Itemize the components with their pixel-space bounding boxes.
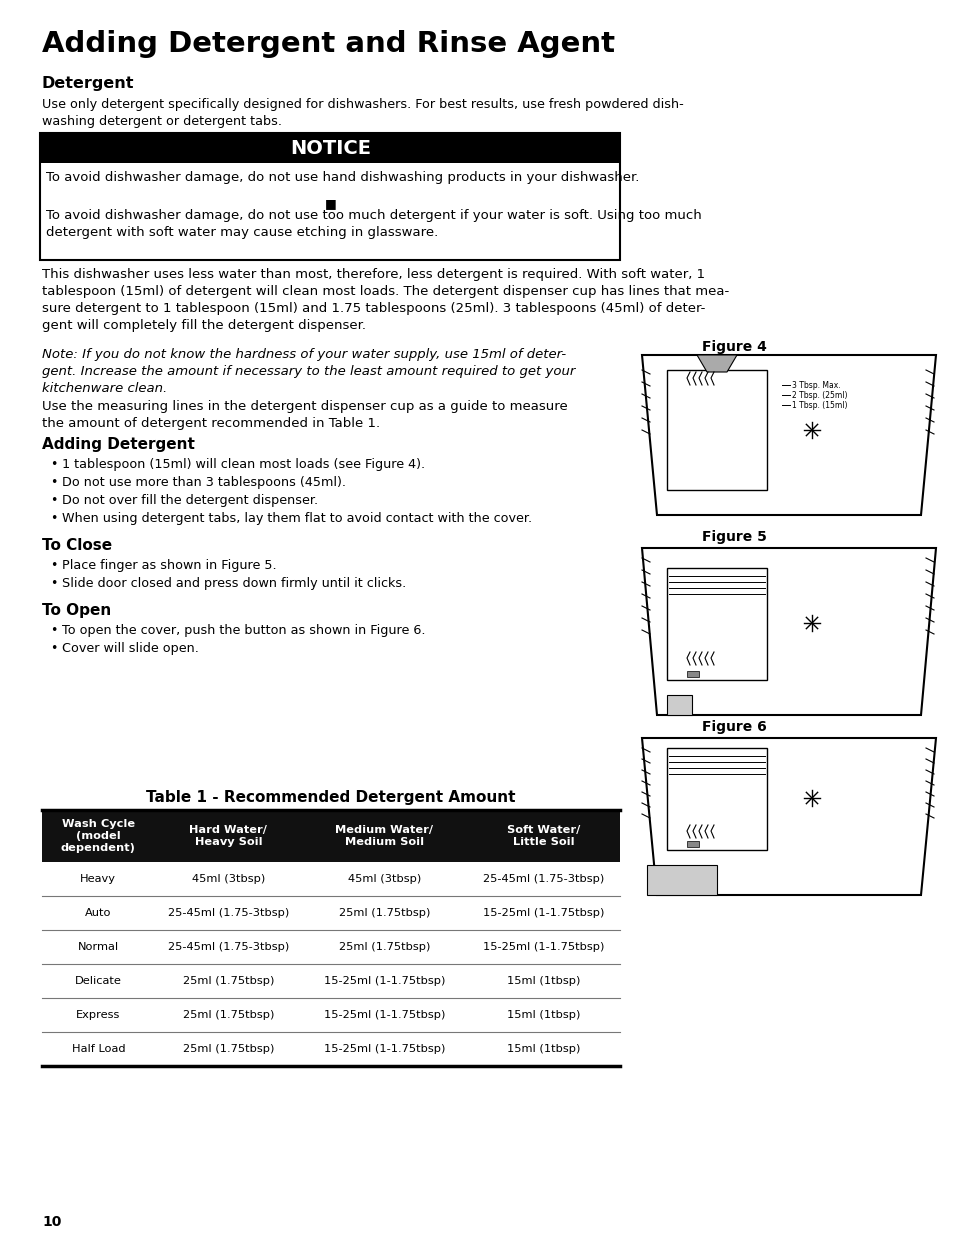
- Bar: [686, 671, 699, 677]
- Bar: [637, 734, 940, 900]
- Text: Use only detergent specifically designed for dishwashers. For best results, use : Use only detergent specifically designed…: [42, 98, 683, 128]
- Text: Figure 4: Figure 4: [701, 340, 766, 354]
- Text: 15-25ml (1-1.75tbsp): 15-25ml (1-1.75tbsp): [482, 942, 603, 952]
- Text: To Open: To Open: [42, 603, 112, 618]
- Bar: [637, 350, 940, 520]
- Text: To open the cover, push the button as shown in Figure 6.: To open the cover, push the button as sh…: [62, 624, 425, 637]
- Bar: [40, 133, 619, 261]
- Text: ■: ■: [325, 198, 336, 210]
- Text: Place finger as shown in Figure 5.: Place finger as shown in Figure 5.: [62, 559, 276, 572]
- Polygon shape: [666, 695, 691, 715]
- Text: Figure 6: Figure 6: [701, 720, 766, 734]
- Text: 15ml (1tbsp): 15ml (1tbsp): [506, 1010, 579, 1020]
- Polygon shape: [646, 864, 717, 895]
- Text: •: •: [50, 642, 57, 655]
- Bar: [666, 370, 766, 490]
- Text: Slide door closed and press down firmly until it clicks.: Slide door closed and press down firmly …: [62, 577, 406, 590]
- Text: NOTICE: NOTICE: [291, 138, 371, 158]
- Text: Table 1 - Recommended Detergent Amount: Table 1 - Recommended Detergent Amount: [146, 790, 516, 805]
- Text: Figure 5: Figure 5: [701, 530, 766, 543]
- Text: 10: 10: [42, 1215, 61, 1229]
- Bar: [637, 543, 940, 720]
- Text: 15-25ml (1-1.75tbsp): 15-25ml (1-1.75tbsp): [323, 1010, 445, 1020]
- Bar: [40, 133, 619, 163]
- Text: Hard Water/
Heavy Soil: Hard Water/ Heavy Soil: [190, 825, 267, 847]
- Text: Adding Detergent: Adding Detergent: [42, 437, 194, 452]
- Text: Use the measuring lines in the detergent dispenser cup as a guide to measure
the: Use the measuring lines in the detergent…: [42, 400, 567, 430]
- Text: 25-45ml (1.75-3tbsp): 25-45ml (1.75-3tbsp): [168, 908, 289, 918]
- Text: Delicate: Delicate: [75, 976, 122, 986]
- Text: •: •: [50, 494, 57, 508]
- Text: To avoid dishwasher damage, do not use hand dishwashing products in your dishwas: To avoid dishwasher damage, do not use h…: [46, 170, 639, 184]
- Text: 1 tablespoon (15ml) will clean most loads (see Figure 4).: 1 tablespoon (15ml) will clean most load…: [62, 458, 425, 471]
- Text: 3 Tbsp. Max.: 3 Tbsp. Max.: [791, 380, 840, 389]
- Bar: [42, 810, 619, 862]
- Text: To Close: To Close: [42, 538, 112, 553]
- Bar: [40, 163, 619, 261]
- Text: Note: If you do not know the hardness of your water supply, use 15ml of deter-
g: Note: If you do not know the hardness of…: [42, 348, 575, 395]
- Text: Normal: Normal: [78, 942, 119, 952]
- Bar: [686, 841, 699, 847]
- Text: 2 Tbsp. (25ml): 2 Tbsp. (25ml): [791, 390, 846, 399]
- Text: •: •: [50, 458, 57, 471]
- Text: 15ml (1tbsp): 15ml (1tbsp): [506, 1044, 579, 1053]
- Text: 25ml (1.75tbsp): 25ml (1.75tbsp): [183, 1010, 274, 1020]
- Text: Express: Express: [76, 1010, 120, 1020]
- Text: •: •: [50, 559, 57, 572]
- Text: Adding Detergent and Rinse Agent: Adding Detergent and Rinse Agent: [42, 30, 615, 58]
- Text: 25ml (1.75tbsp): 25ml (1.75tbsp): [183, 976, 274, 986]
- Text: 25ml (1.75tbsp): 25ml (1.75tbsp): [338, 908, 430, 918]
- Text: 25ml (1.75tbsp): 25ml (1.75tbsp): [338, 942, 430, 952]
- Text: Do not over fill the detergent dispenser.: Do not over fill the detergent dispenser…: [62, 494, 317, 508]
- Text: Detergent: Detergent: [42, 77, 134, 91]
- Text: 25-45ml (1.75-3tbsp): 25-45ml (1.75-3tbsp): [482, 874, 603, 884]
- Text: •: •: [50, 513, 57, 525]
- Text: Half Load: Half Load: [71, 1044, 125, 1053]
- Text: 15ml (1tbsp): 15ml (1tbsp): [506, 976, 579, 986]
- Text: 1 Tbsp. (15ml): 1 Tbsp. (15ml): [791, 400, 846, 410]
- Text: 15-25ml (1-1.75tbsp): 15-25ml (1-1.75tbsp): [323, 1044, 445, 1053]
- Text: 25ml (1.75tbsp): 25ml (1.75tbsp): [183, 1044, 274, 1053]
- Text: Soft Water/
Little Soil: Soft Water/ Little Soil: [506, 825, 579, 847]
- Text: 15-25ml (1-1.75tbsp): 15-25ml (1-1.75tbsp): [482, 908, 603, 918]
- Text: Auto: Auto: [85, 908, 112, 918]
- Text: When using detergent tabs, lay them flat to avoid contact with the cover.: When using detergent tabs, lay them flat…: [62, 513, 532, 525]
- Bar: [666, 748, 766, 850]
- Text: Medium Water/
Medium Soil: Medium Water/ Medium Soil: [335, 825, 433, 847]
- Text: 45ml (3tbsp): 45ml (3tbsp): [348, 874, 420, 884]
- Text: 15-25ml (1-1.75tbsp): 15-25ml (1-1.75tbsp): [323, 976, 445, 986]
- Text: •: •: [50, 577, 57, 590]
- Text: To avoid dishwasher damage, do not use too much detergent if your water is soft.: To avoid dishwasher damage, do not use t…: [46, 209, 701, 240]
- Text: Heavy: Heavy: [80, 874, 116, 884]
- Text: Do not use more than 3 tablespoons (45ml).: Do not use more than 3 tablespoons (45ml…: [62, 475, 346, 489]
- Text: Wash Cycle
(model
dependent): Wash Cycle (model dependent): [61, 819, 135, 853]
- Text: This dishwasher uses less water than most, therefore, less detergent is required: This dishwasher uses less water than mos…: [42, 268, 728, 332]
- Text: Cover will slide open.: Cover will slide open.: [62, 642, 198, 655]
- Bar: [666, 568, 766, 680]
- Text: •: •: [50, 624, 57, 637]
- Text: •: •: [50, 475, 57, 489]
- Polygon shape: [697, 354, 737, 372]
- Text: 45ml (3tbsp): 45ml (3tbsp): [192, 874, 265, 884]
- Text: 25-45ml (1.75-3tbsp): 25-45ml (1.75-3tbsp): [168, 942, 289, 952]
